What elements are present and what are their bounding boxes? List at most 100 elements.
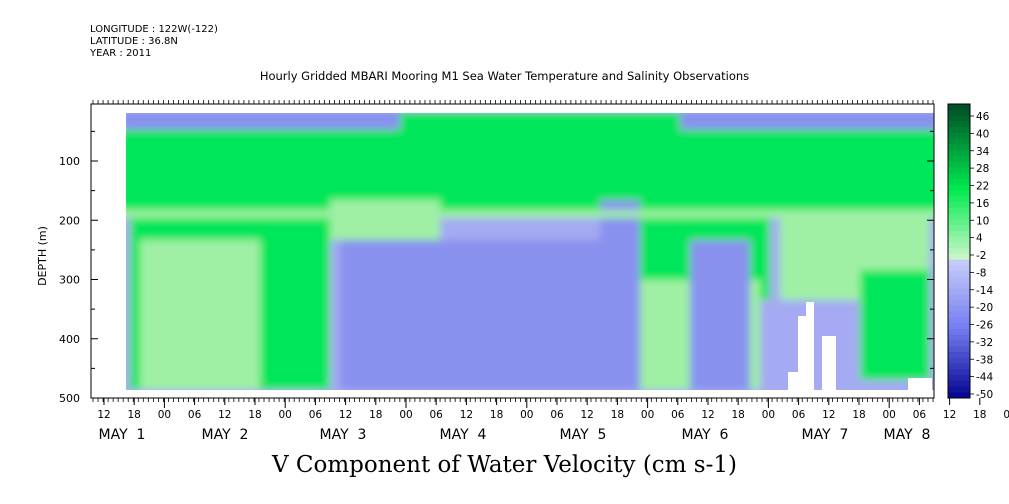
colorbar-label: -38 [976, 354, 993, 366]
x-day-label: MAY 1 [99, 427, 146, 443]
colorbar-label: -26 [976, 320, 993, 332]
x-tick-label: 00 [399, 409, 412, 421]
data-field [126, 113, 934, 390]
y-tick-label: 200 [59, 214, 80, 227]
colorbar-band [948, 288, 970, 295]
x-day-label: MAY 4 [440, 427, 487, 443]
colorbar-band [948, 248, 970, 255]
gap-block [798, 316, 806, 390]
plot-frame [90, 103, 935, 399]
colorbar-label: 22 [976, 181, 989, 193]
y-tick-label: 300 [59, 274, 80, 287]
gap-block [806, 302, 814, 390]
colorbar-label: -14 [976, 285, 993, 297]
colorbar-label: 10 [976, 215, 989, 227]
colorbar-band [948, 115, 970, 122]
x-day-label: MAY 5 [560, 427, 607, 443]
x-tick-label: 00 [762, 409, 775, 421]
colorbar-label: -32 [976, 337, 993, 349]
colorbar-band [948, 328, 970, 336]
x-day-label: MAY 2 [202, 427, 249, 443]
x-tick-label: 12 [943, 409, 956, 421]
colorbar-band [948, 230, 970, 238]
colorbar-band [948, 127, 970, 134]
colorbar-band [948, 121, 970, 128]
x-day-label: MAY 7 [802, 427, 849, 443]
x-tick-label: 06 [792, 409, 806, 421]
colorbar-frame [947, 103, 971, 399]
x-tick-label: 06 [188, 409, 202, 421]
colorbar-band [948, 196, 970, 203]
x-tick-label: 12 [218, 409, 231, 421]
colorbar-band [948, 276, 970, 284]
x-tick-label: 00 [641, 409, 654, 421]
x-tick-label: 18 [973, 409, 986, 421]
x-tick-label: 12 [822, 409, 835, 421]
colorbar-band [948, 190, 970, 197]
y-axis: 100 200 300 400 500 [59, 130, 934, 405]
colorbar-label: -50 [976, 389, 993, 401]
missing-data-regions [91, 105, 933, 397]
colorbar-band [948, 351, 970, 359]
y-tick-label: 500 [59, 392, 80, 405]
colorbar-band [948, 109, 970, 117]
x-tick-label: 06 [913, 409, 927, 421]
colorbar-band [948, 178, 970, 186]
colorbar-band [948, 317, 970, 324]
chart-title: Hourly Gridded MBARI Mooring M1 Sea Wate… [259, 69, 750, 83]
colorbar-band [948, 253, 970, 261]
colorbar-band [948, 173, 970, 180]
gap-block [822, 336, 836, 390]
colorbar: 46 40 34 28 22 16 10 4 -2 -8 -14 -20 -26 -32 -38 -44 -50 [947, 103, 993, 401]
colorbar-band [948, 282, 970, 289]
colorbar-band [948, 138, 970, 145]
colorbar-band [948, 380, 970, 387]
x-tick-label: 12 [460, 409, 473, 421]
x-tick-label: 06 [430, 409, 444, 421]
colorbar-label: -2 [976, 250, 986, 262]
colorbar-band [948, 392, 970, 399]
y-tick-label: 400 [59, 333, 80, 346]
colorbar-label: 4 [976, 233, 983, 245]
colorbar-band [948, 265, 970, 272]
x-tick-label: 12 [97, 409, 110, 421]
colorbar-label: 16 [976, 198, 990, 210]
colorbar-band [948, 150, 970, 157]
x-tick-label: 00 [279, 409, 292, 421]
x-tick-label: 12 [339, 409, 352, 421]
x-tick-label: 18 [611, 409, 624, 421]
colorbar-label: -20 [976, 302, 993, 314]
colorbar-band [948, 294, 970, 301]
gap-block [908, 378, 932, 390]
x-tick-label: 00 [520, 409, 533, 421]
year-label: YEAR : 2011 [90, 48, 152, 59]
colorbar-band [948, 104, 970, 111]
x-tick-label: 18 [852, 409, 865, 421]
colorbar-band [948, 207, 970, 215]
x-tick-label: 18 [732, 409, 745, 421]
x-tick-label: 06 [309, 409, 323, 421]
colorbar-band [948, 167, 970, 174]
colorbar-band [948, 259, 970, 266]
colorbar-band [948, 184, 970, 191]
colorbar-band [948, 311, 970, 318]
x-tick-label: 12 [701, 409, 714, 421]
colorbar-band [948, 305, 970, 313]
x-tick-label: 18 [490, 409, 503, 421]
x-axis: 12 18 00 06 12 18 00 06 12 18 00 06 12 18 00 06 12 18 00 06… [97, 398, 1009, 443]
x-tick-label: 06 [550, 409, 564, 421]
colorbar-label: -8 [976, 267, 986, 279]
y-tick-label: 100 [59, 155, 80, 168]
colorbar-band [948, 323, 970, 330]
x-tick-label: 00 [158, 409, 171, 421]
colorbar-band [948, 213, 970, 220]
x-axis-title: V Component of Water Velocity (cm s-1) [272, 452, 737, 478]
colorbar-band [948, 374, 970, 382]
colorbar-label: 28 [976, 163, 989, 175]
colorbar-band [948, 340, 970, 347]
colorbar-label: 40 [976, 128, 989, 140]
colorbar-band [948, 155, 970, 163]
x-tick-label: 12 [581, 409, 594, 421]
colorbar-band [948, 202, 970, 209]
colorbar-band [948, 300, 970, 307]
